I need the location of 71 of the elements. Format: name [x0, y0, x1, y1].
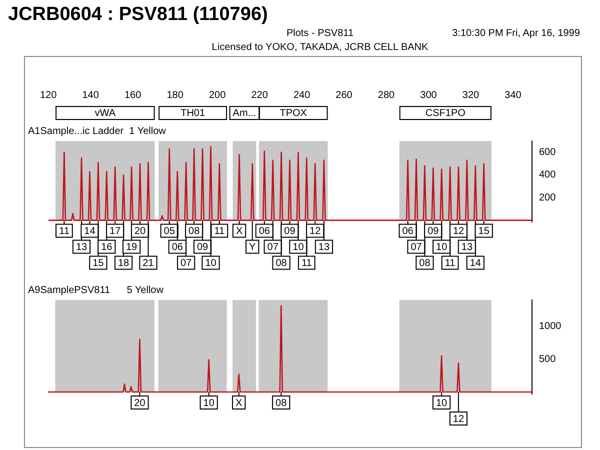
annotation: 13: [318, 242, 330, 254]
x-tick-label: 140: [82, 90, 100, 101]
annotation: 09: [428, 226, 440, 238]
x-tick-label: 240: [293, 90, 311, 101]
annotation: 14: [84, 226, 96, 238]
y-tick-label: 500: [539, 354, 556, 365]
annotation: Y: [249, 242, 256, 254]
x-tick-label: 220: [251, 90, 268, 101]
annotation: 05: [164, 226, 176, 238]
annotation: 15: [92, 258, 104, 270]
annotation: 11: [214, 226, 226, 238]
x-tick-label: 280: [378, 90, 396, 101]
annotation: 08: [188, 226, 200, 238]
annotation: 07: [410, 242, 422, 254]
x-tick-label: 340: [504, 90, 522, 101]
annotation: X: [236, 398, 243, 409]
annotation: 09: [284, 226, 296, 238]
annotation: 13: [76, 242, 88, 254]
annotation: 10: [436, 242, 448, 254]
y-tick-label: 1000: [539, 321, 562, 332]
annotation: 10: [436, 398, 448, 409]
annotation: 08: [276, 398, 288, 409]
text: JCRB0604 : PSV811 (110796): [8, 4, 268, 26]
annotation: 11: [444, 258, 456, 270]
text: Licensed to YOKO, TAKADA, JCRB CELL BANK: [210, 42, 430, 53]
annotation: 13: [461, 242, 473, 254]
band-label: CSF1PO: [425, 108, 466, 119]
annotation: 21: [142, 258, 154, 270]
x-tick-label: 200: [208, 90, 226, 101]
annotation: 10: [292, 242, 304, 254]
annotation: 20: [134, 226, 146, 238]
annotation: 06: [258, 226, 270, 238]
text: Plots - PSV811: [285, 28, 355, 39]
band-label: Am...: [232, 108, 256, 119]
chart-title: A1Sample...ic Ladder 1 Yellow: [28, 126, 167, 137]
chart-title: A9SamplePSV811 5 Yellow: [28, 284, 164, 296]
x-tick-label: 180: [166, 90, 184, 101]
annotation: 06: [402, 226, 414, 238]
annotation: 15: [478, 226, 490, 238]
annotation: 19: [126, 242, 138, 254]
annotation: 06: [172, 242, 184, 254]
annotation: 11: [301, 258, 312, 270]
annotation: X: [236, 226, 243, 238]
annotation: 10: [203, 398, 215, 409]
band-label: TH01: [180, 108, 206, 119]
annotation: 10: [205, 258, 217, 270]
x-tick-label: 120: [40, 90, 58, 101]
annotation: 14: [470, 258, 482, 270]
x-tick-label: 260: [336, 90, 353, 101]
x-tick-label: 160: [124, 90, 142, 101]
x-tick-label: 300: [420, 90, 438, 101]
y-tick-label: 400: [539, 170, 556, 181]
annotation: 08: [419, 258, 431, 270]
annotation: 12: [310, 226, 322, 238]
annotation: 18: [118, 258, 130, 270]
annotation: 09: [196, 242, 209, 254]
annotation: 07: [180, 258, 192, 270]
annotation: 12: [452, 414, 464, 425]
annotation: 16: [101, 242, 113, 254]
annotation: 07: [267, 242, 279, 254]
annotation: 12: [452, 226, 464, 238]
annotation: 20: [134, 398, 146, 409]
x-tick-label: 320: [462, 90, 480, 101]
y-tick-label: 200: [539, 192, 556, 204]
band-label: vWA: [94, 108, 116, 119]
text: 3:10:30 PM Fri, Apr 16, 1999: [452, 28, 580, 39]
annotation: 08: [276, 258, 288, 270]
y-tick-label: 600: [539, 147, 556, 158]
annotation: 17: [110, 226, 122, 238]
band-label: TPOX: [280, 108, 308, 119]
annotation: 11: [58, 226, 70, 238]
